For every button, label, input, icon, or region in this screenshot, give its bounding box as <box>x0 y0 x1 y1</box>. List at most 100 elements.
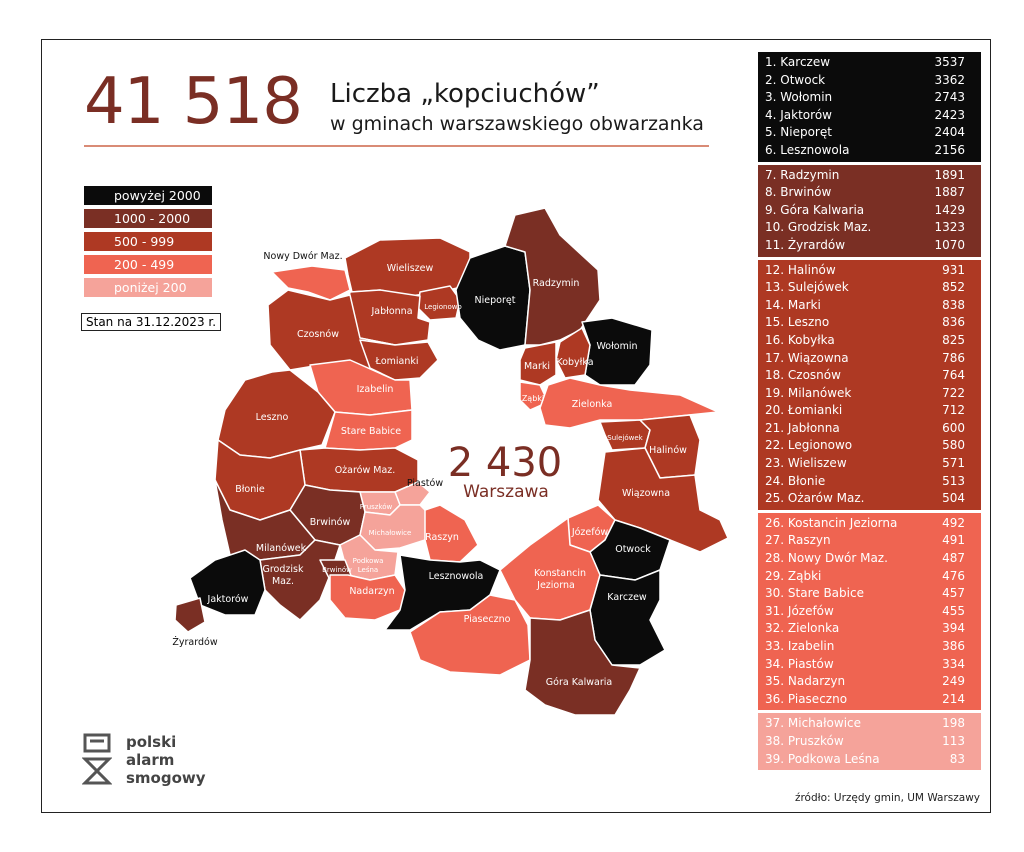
legend-item-1000-2000: 1000 - 2000 <box>84 209 212 228</box>
logo-wordmark: polski alarm smogowy <box>126 733 206 787</box>
ranking-group-200-499: 26. Kostancin Jeziorna 492 27. Raszyn 491 … <box>758 512 981 711</box>
ranking-row: 15. Leszno 836 <box>765 315 965 330</box>
label-halinow: Halinów <box>649 445 687 456</box>
ranking-row: 11. Żyrardów 1070 <box>765 237 965 252</box>
ranking-group-above-2000: 1. Karczew 3537 2. Otwock 3362 3. Wołomin 2… <box>758 52 981 162</box>
ranking-row: 18. Czosnów 764 <box>765 368 965 383</box>
label-piaseczno: Piaseczno <box>464 614 511 625</box>
ranking-row: 30. Stare Babice 457 <box>765 586 965 601</box>
title-divider <box>84 145 709 147</box>
label-blonie: Błonie <box>235 484 265 495</box>
polski-alarm-smogowy-logo: polski alarm smogowy <box>81 733 206 790</box>
ranking-row: 39. Podkowa Leśna 83 <box>765 751 965 766</box>
ranking-row: 20. Łomianki 712 <box>765 403 965 418</box>
ranking-row: 26. Kostancin Jeziorna 492 <box>765 515 965 530</box>
label-milanowek: Milanówek <box>256 543 307 554</box>
ranking-row: 1. Karczew 3537 <box>765 55 965 69</box>
label-zyrardow: Żyrardów <box>172 637 217 648</box>
label-jozefow: Józefów <box>571 527 609 538</box>
map-legend: powyżej 2000 1000 - 2000 500 - 999 200 -… <box>84 186 212 301</box>
label-izabelin: Izabelin <box>357 384 394 395</box>
label-wolomin: Wołomin <box>596 341 637 352</box>
legend-item-above-2000: powyżej 2000 <box>84 186 212 205</box>
label-czosnow: Czosnów <box>297 329 339 340</box>
label-zabki: Ząbki <box>522 394 544 403</box>
municipality-map: Nowy Dwór Maz. Wieliszew Nieporęt Radzym… <box>172 207 729 716</box>
label-nowy-dwor: Nowy Dwór Maz. <box>263 251 342 262</box>
ranking-row: 5. Nieporęt 2404 <box>765 125 965 140</box>
ranking-row: 23. Wieliszew 571 <box>765 456 965 471</box>
ranking-table: 1. Karczew 3537 2. Otwock 3362 3. Wołomin 2… <box>758 52 981 773</box>
total-count: 41 518 <box>84 65 303 139</box>
label-sulejowek: Sulejówek <box>607 434 643 442</box>
ranking-row: 27. Raszyn 491 <box>765 533 965 548</box>
ranking-row: 34. Piastów 334 <box>765 656 965 671</box>
region-piaseczno <box>409 594 531 676</box>
label-leszno: Leszno <box>256 412 289 423</box>
label-podkowa-2: Leśna <box>358 566 378 574</box>
label-wiazowna: Wiązowna <box>622 488 670 499</box>
label-grodzisk-2: Maz. <box>272 576 294 587</box>
label-lesznowola: Lesznowola <box>429 571 484 582</box>
region-gora-kalwaria <box>524 609 641 716</box>
label-podkowa-1: Podkowa <box>353 557 384 565</box>
pas-logo-icon <box>81 733 113 785</box>
ranking-row: 35. Nadarzyn 249 <box>765 674 965 689</box>
ranking-group-1000-2000: 7. Radzymin 1891 8. Brwinów 1887 9. Góra K… <box>758 164 981 257</box>
region-leszno <box>217 369 336 459</box>
ranking-row: 9. Góra Kalwaria 1429 <box>765 202 965 217</box>
label-legionowo: Legionowo <box>424 303 461 311</box>
ranking-row: 32. Zielonka 394 <box>765 621 965 636</box>
label-jablonna: Jabłonna <box>370 306 412 317</box>
ranking-row: 36. Piaseczno 214 <box>765 691 965 706</box>
label-stare-babice: Stare Babice <box>341 426 401 437</box>
ranking-row: 37. Michałowice 198 <box>765 716 965 731</box>
label-wieliszew: Wieliszew <box>387 263 434 274</box>
label-michalowice: Michałowice <box>369 529 412 537</box>
ranking-row: 12. Halinów 931 <box>765 262 965 277</box>
label-nadarzyn: Nadarzyn <box>349 586 394 597</box>
ranking-row: 6. Lesznowola 2156 <box>765 142 965 157</box>
ranking-row: 8. Brwinów 1887 <box>765 185 965 200</box>
data-date-note: Stan na 31.12.2023 r. <box>81 313 222 331</box>
warszawa-value: 2 430 <box>448 440 563 486</box>
infographic-subtitle: w gminach warszawskiego obwarzanka <box>330 113 704 135</box>
legend-item-below-200: poniżej 200 <box>84 278 212 297</box>
ranking-row: 38. Pruszków 113 <box>765 733 965 748</box>
label-nieporet: Nieporęt <box>475 295 516 306</box>
ranking-row: 24. Błonie 513 <box>765 473 965 488</box>
legend-item-500-999: 500 - 999 <box>84 232 212 251</box>
ranking-row: 22. Legionowo 580 <box>765 438 965 453</box>
label-ozarow: Ożarów Maz. <box>335 465 396 476</box>
region-jaktorow <box>189 549 266 616</box>
ranking-row: 13. Sulejówek 852 <box>765 280 965 295</box>
ranking-row: 16. Kobyłka 825 <box>765 332 965 347</box>
infographic-title: Liczba „kopciuchów” <box>330 79 600 109</box>
legend-item-200-499: 200 - 499 <box>84 255 212 274</box>
label-jaktorow: Jaktorów <box>207 594 249 605</box>
ranking-group-500-999: 12. Halinów 931 13. Sulejówek 852 14. Mark… <box>758 259 981 510</box>
label-karczew: Karczew <box>607 592 647 603</box>
region-nowy-dwor <box>271 265 351 301</box>
label-pruszkow: Pruszków <box>360 503 393 511</box>
ranking-row: 28. Nowy Dwór Maz. 487 <box>765 551 965 566</box>
label-radzymin: Radzymin <box>533 278 580 289</box>
infographic-frame <box>41 39 991 813</box>
region-raszyn <box>424 504 479 563</box>
ranking-row: 21. Jabłonna 600 <box>765 420 965 435</box>
label-piastow: Piastów <box>407 478 443 489</box>
ranking-row: 33. Izabelin 386 <box>765 639 965 653</box>
ranking-row: 25. Ożarów Maz. 504 <box>765 491 965 506</box>
region-nadarzyn <box>329 574 406 621</box>
ranking-row: 10. Grodzisk Maz. 1323 <box>765 220 965 235</box>
ranking-group-below-200: 37. Michałowice 198 38. Pruszków 113 39. P… <box>758 713 981 771</box>
label-brwinow-small: Brwinów <box>322 566 352 574</box>
ranking-row: 2. Otwock 3362 <box>765 72 965 87</box>
ranking-row: 19. Milanówek 722 <box>765 385 965 400</box>
label-marki: Marki <box>524 361 550 372</box>
ranking-row: 3. Wołomin 2743 <box>765 90 965 105</box>
label-lomianki: Łomianki <box>374 356 418 367</box>
ranking-row: 17. Wiązowna 786 <box>765 350 965 365</box>
label-gora-kalwaria: Góra Kalwaria <box>546 677 612 688</box>
label-raszyn: Raszyn <box>425 532 459 543</box>
